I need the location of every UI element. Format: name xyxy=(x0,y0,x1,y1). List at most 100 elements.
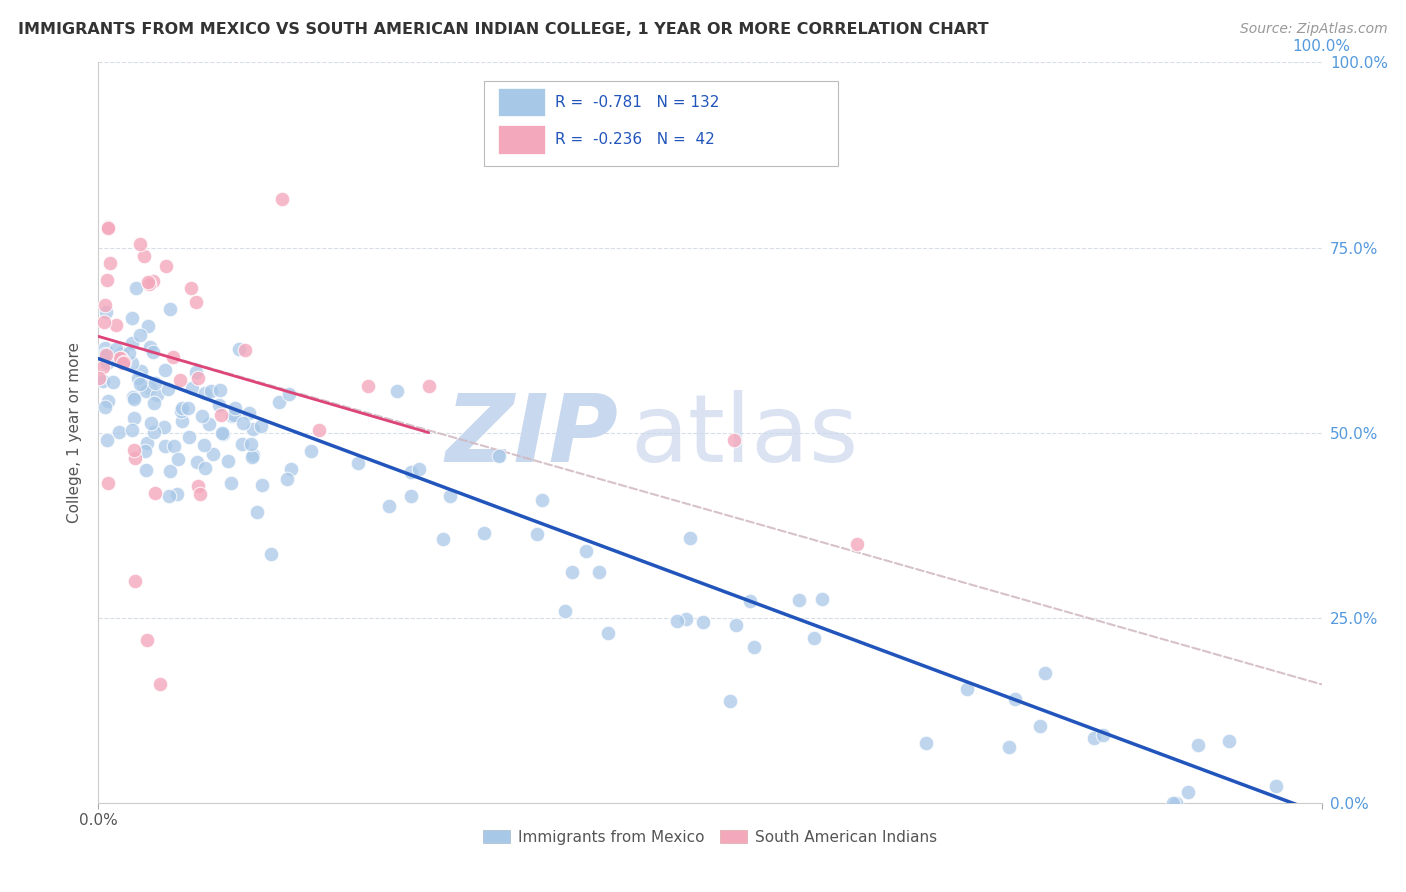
Point xyxy=(139,339,162,353)
Point xyxy=(276,472,298,486)
Text: R =  -0.781   N = 132: R = -0.781 N = 132 xyxy=(555,95,718,110)
Point xyxy=(233,343,256,357)
Point xyxy=(194,461,217,475)
Point xyxy=(153,419,176,434)
Text: R =  -0.236   N =  42: R = -0.236 N = 42 xyxy=(555,132,714,147)
Point xyxy=(136,436,159,450)
Point xyxy=(240,450,263,464)
Point xyxy=(188,487,211,501)
Point xyxy=(166,487,188,501)
Point xyxy=(108,351,131,365)
Point xyxy=(129,236,152,251)
Point xyxy=(212,426,235,441)
Point xyxy=(97,393,120,408)
Point xyxy=(598,625,620,640)
Point xyxy=(724,618,747,632)
Point xyxy=(408,462,430,476)
Point xyxy=(222,408,245,422)
Point xyxy=(308,424,330,438)
Point xyxy=(146,388,169,402)
Point xyxy=(224,401,246,415)
Point xyxy=(239,437,262,451)
Point xyxy=(588,565,610,579)
Point xyxy=(211,426,233,441)
Point xyxy=(378,499,401,513)
Point xyxy=(399,465,422,479)
Point xyxy=(139,381,162,395)
Text: Source: ZipAtlas.com: Source: ZipAtlas.com xyxy=(1240,22,1388,37)
Point xyxy=(242,448,264,462)
Point xyxy=(91,360,114,375)
Point xyxy=(270,192,294,206)
Point xyxy=(246,505,269,519)
Point xyxy=(208,384,231,398)
Point xyxy=(100,256,122,270)
Point xyxy=(96,273,118,287)
Point xyxy=(180,281,202,295)
Point xyxy=(112,355,135,369)
Point xyxy=(299,443,322,458)
Point xyxy=(197,417,219,432)
Point xyxy=(194,386,217,401)
Point xyxy=(267,394,290,409)
Point xyxy=(94,298,117,312)
Point xyxy=(112,356,135,370)
Point xyxy=(738,594,761,608)
Point xyxy=(260,547,283,561)
Point xyxy=(810,591,832,606)
Point xyxy=(187,371,209,385)
Point xyxy=(526,526,548,541)
Point xyxy=(1264,780,1286,794)
Point xyxy=(186,455,208,469)
Point xyxy=(142,344,165,359)
Point xyxy=(159,464,181,478)
Point xyxy=(679,531,702,545)
Point xyxy=(177,401,200,416)
Point xyxy=(845,536,868,550)
Point xyxy=(242,422,264,436)
Point xyxy=(149,677,172,691)
Point xyxy=(136,632,159,647)
Point xyxy=(277,387,299,401)
Point xyxy=(250,418,273,433)
Point xyxy=(162,351,184,365)
Point xyxy=(110,346,132,360)
Point xyxy=(129,376,152,391)
Point xyxy=(488,449,510,463)
Point xyxy=(1033,666,1056,681)
Point xyxy=(179,430,201,444)
Point xyxy=(136,319,159,334)
Point xyxy=(96,356,118,370)
Point xyxy=(675,612,697,626)
Point xyxy=(167,452,190,467)
Text: atlas: atlas xyxy=(630,391,859,483)
Point xyxy=(231,436,253,450)
Point xyxy=(143,485,166,500)
FancyBboxPatch shape xyxy=(484,81,838,166)
Point xyxy=(718,694,741,708)
Point xyxy=(1161,796,1184,810)
Point xyxy=(122,442,145,457)
Point xyxy=(221,409,243,423)
Point xyxy=(142,425,165,439)
Point xyxy=(356,379,378,393)
Point xyxy=(1187,738,1209,752)
Point xyxy=(347,456,370,470)
Point xyxy=(124,450,146,465)
Point xyxy=(132,378,155,392)
Point xyxy=(561,566,583,580)
Point xyxy=(787,593,810,607)
Point xyxy=(439,489,461,503)
Point xyxy=(1177,785,1199,799)
Point xyxy=(145,376,167,390)
Point xyxy=(155,260,177,274)
Point xyxy=(163,439,186,453)
Point xyxy=(186,365,208,379)
Point xyxy=(153,363,176,377)
Point xyxy=(103,376,125,390)
Point xyxy=(136,275,159,289)
Point xyxy=(110,351,132,366)
Point xyxy=(142,274,165,288)
Point xyxy=(132,249,155,263)
Point xyxy=(172,401,194,416)
